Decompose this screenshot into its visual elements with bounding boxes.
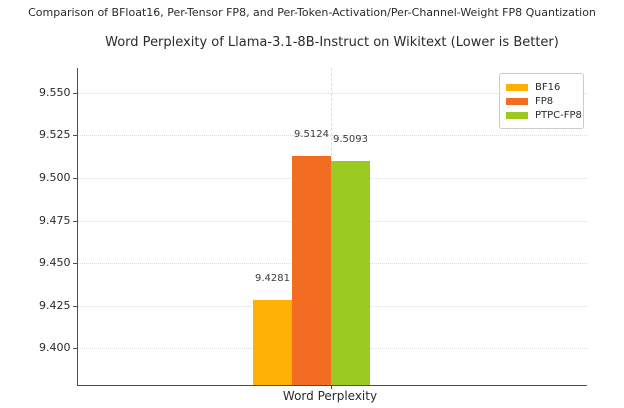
legend-swatch-icon [506, 97, 528, 105]
y-tick-label: 9.500 [39, 170, 71, 184]
legend-swatch-icon [506, 111, 528, 119]
y-gridline [78, 135, 587, 137]
y-tick-mark [72, 177, 77, 179]
y-tick-mark [72, 263, 77, 265]
y-tick-label: 9.550 [39, 85, 71, 99]
legend-label: BF16 [535, 81, 561, 93]
y-tick-label: 9.525 [39, 128, 71, 142]
bar-bf16 [253, 299, 292, 385]
y-tick-mark [72, 305, 77, 307]
legend-entry-bf16: BF16 [506, 81, 576, 93]
legend-label: FP8 [535, 95, 554, 107]
bar-value-label: 9.5093 [333, 134, 368, 146]
bar-value-label: 9.5124 [294, 128, 329, 140]
y-tick-label: 9.425 [39, 298, 71, 312]
figure-suptitle: Comparison of BFloat16, Per-Tensor FP8, … [28, 6, 596, 19]
y-tick-mark [72, 348, 77, 350]
y-gridline [78, 92, 587, 94]
chart-title: Word Perplexity of Llama-3.1-8B-Instruct… [105, 35, 559, 50]
x-tick-mark [331, 384, 332, 389]
legend-entry-fp8: FP8 [506, 95, 576, 107]
y-tick-mark [72, 92, 77, 94]
y-tick-label: 9.400 [39, 341, 71, 355]
y-tick-label: 9.475 [39, 213, 71, 227]
legend-entry-ptpc-fp8: PTPC-FP8 [506, 109, 582, 121]
bar-value-label: 9.4281 [255, 272, 290, 284]
y-tick-mark [72, 220, 77, 222]
bar-ptpc-fp8 [331, 161, 370, 385]
legend-label: PTPC-FP8 [535, 109, 582, 121]
bar-fp8 [292, 155, 331, 385]
plot-area: 9.400 9.425 9.450 9.475 9.500 9.525 9.550 9.428… [39, 68, 587, 389]
x-axis-label: Word Perplexity [282, 389, 378, 403]
y-tick-mark [72, 135, 77, 137]
legend-swatch-icon [506, 83, 528, 91]
legend: BF16 FP8 PTPC-FP8 [499, 73, 584, 129]
y-tick-label: 9.450 [39, 256, 71, 270]
